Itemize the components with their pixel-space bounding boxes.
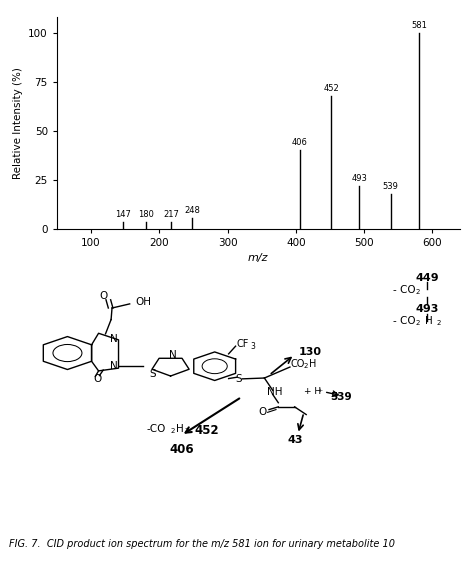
Text: 180: 180 bbox=[138, 210, 154, 219]
Text: - CO: - CO bbox=[392, 285, 415, 295]
Text: - CO: - CO bbox=[392, 316, 415, 327]
Text: 449: 449 bbox=[416, 272, 439, 283]
Text: 493: 493 bbox=[416, 304, 439, 314]
Text: 2: 2 bbox=[416, 320, 420, 327]
Y-axis label: Relative Intensity (%): Relative Intensity (%) bbox=[13, 67, 23, 179]
Text: 539: 539 bbox=[383, 181, 399, 190]
Text: H: H bbox=[176, 423, 183, 434]
Text: NH: NH bbox=[267, 387, 283, 397]
Text: S: S bbox=[150, 369, 156, 379]
Text: 406: 406 bbox=[170, 443, 194, 456]
Text: 2: 2 bbox=[437, 320, 441, 327]
Text: + H: + H bbox=[304, 387, 321, 396]
Text: 147: 147 bbox=[115, 210, 131, 219]
X-axis label: m/z: m/z bbox=[248, 253, 269, 263]
Text: FIG. 7.  CID product ion spectrum for the m/z 581 ion for urinary metabolite 10: FIG. 7. CID product ion spectrum for the… bbox=[9, 539, 395, 549]
Text: 493: 493 bbox=[351, 174, 367, 182]
Text: 581: 581 bbox=[411, 21, 428, 30]
Text: +: + bbox=[318, 388, 323, 392]
Text: 43: 43 bbox=[288, 435, 303, 445]
Text: S: S bbox=[236, 374, 242, 384]
Text: OH: OH bbox=[135, 297, 151, 307]
Text: O: O bbox=[93, 374, 101, 384]
Text: 217: 217 bbox=[163, 210, 179, 219]
Text: 3: 3 bbox=[250, 342, 255, 351]
Text: N: N bbox=[169, 350, 177, 360]
Text: 2: 2 bbox=[170, 428, 174, 434]
Text: H: H bbox=[309, 359, 316, 370]
Text: 452: 452 bbox=[194, 424, 219, 437]
Text: 2: 2 bbox=[416, 289, 420, 295]
Text: 539: 539 bbox=[330, 392, 352, 402]
Text: 452: 452 bbox=[324, 84, 339, 93]
Text: 248: 248 bbox=[184, 206, 200, 215]
Text: H: H bbox=[425, 316, 433, 327]
Text: -CO: -CO bbox=[146, 423, 166, 434]
Text: 2: 2 bbox=[304, 363, 308, 370]
Text: N: N bbox=[110, 361, 118, 371]
Text: 406: 406 bbox=[292, 138, 308, 148]
Text: O: O bbox=[100, 292, 108, 301]
Text: 2: 2 bbox=[185, 428, 189, 434]
Text: N: N bbox=[110, 334, 118, 344]
Text: 130: 130 bbox=[298, 347, 321, 358]
Text: CO: CO bbox=[291, 359, 305, 370]
Text: CF: CF bbox=[237, 339, 249, 349]
Text: O: O bbox=[259, 407, 267, 416]
